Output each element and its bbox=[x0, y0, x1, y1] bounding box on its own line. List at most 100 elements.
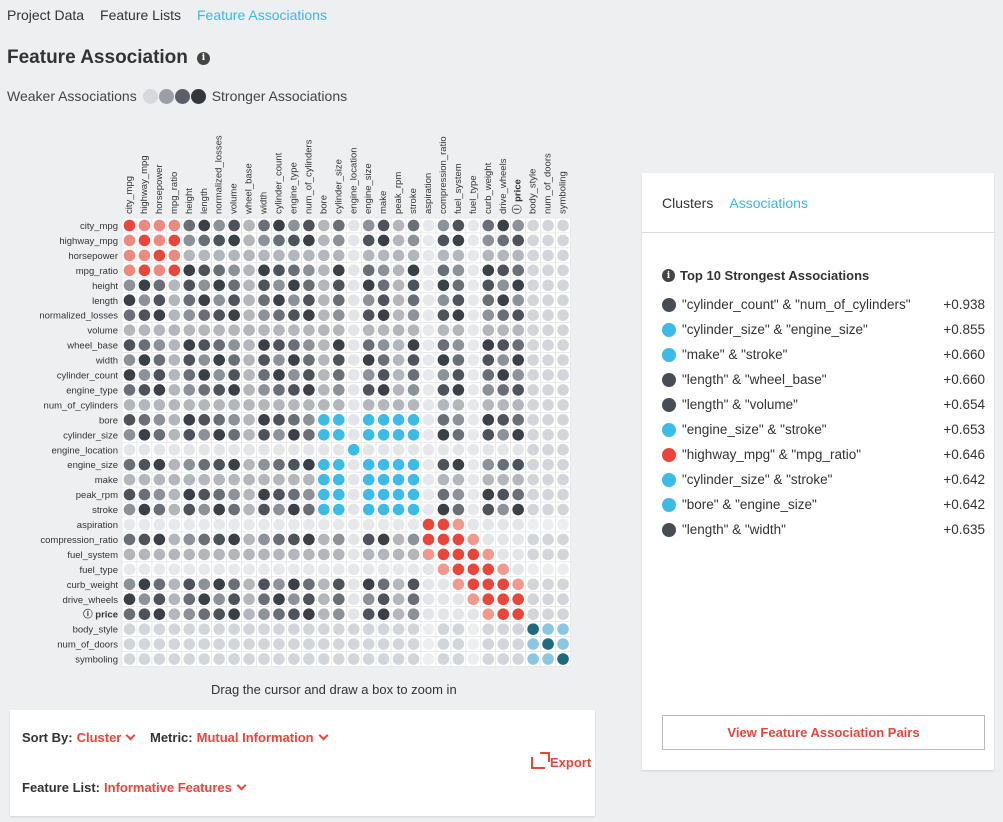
matrix-dot[interactable] bbox=[512, 623, 524, 635]
matrix-dot[interactable] bbox=[452, 443, 465, 456]
matrix-dot[interactable] bbox=[422, 234, 435, 247]
matrix-dot[interactable] bbox=[303, 503, 315, 516]
matrix-dot[interactable] bbox=[228, 414, 240, 426]
matrix-dot[interactable] bbox=[512, 488, 524, 501]
matrix-dot[interactable] bbox=[213, 399, 225, 411]
matrix-dot[interactable] bbox=[138, 473, 151, 486]
matrix-dot[interactable] bbox=[153, 443, 166, 456]
matrix-dot[interactable] bbox=[392, 399, 405, 411]
matrix-dot[interactable] bbox=[153, 324, 166, 336]
chevron-down-icon[interactable] bbox=[318, 730, 329, 741]
matrix-dot[interactable] bbox=[437, 219, 450, 232]
matrix-dot[interactable] bbox=[557, 443, 569, 456]
matrix-dot[interactable] bbox=[452, 339, 465, 351]
matrix-dot[interactable] bbox=[228, 488, 240, 501]
matrix-dot[interactable] bbox=[482, 249, 495, 262]
matrix-dot[interactable] bbox=[198, 518, 211, 531]
matrix-dot[interactable] bbox=[273, 608, 285, 620]
matrix-dot[interactable] bbox=[407, 638, 420, 650]
matrix-dot[interactable] bbox=[303, 608, 315, 620]
matrix-dot[interactable] bbox=[198, 608, 211, 620]
matrix-dot[interactable] bbox=[392, 294, 405, 307]
matrix-dot[interactable] bbox=[557, 533, 569, 546]
matrix-dot[interactable] bbox=[213, 414, 225, 426]
matrix-dot[interactable] bbox=[347, 399, 360, 411]
matrix-dot[interactable] bbox=[452, 608, 465, 620]
matrix-dot[interactable] bbox=[153, 219, 166, 232]
matrix-dot[interactable] bbox=[153, 503, 166, 516]
matrix-dot[interactable] bbox=[303, 264, 315, 277]
matrix-dot[interactable] bbox=[213, 443, 225, 456]
feature-list-value[interactable]: Informative Features bbox=[104, 780, 232, 795]
matrix-dot[interactable] bbox=[347, 593, 360, 606]
matrix-dot[interactable] bbox=[183, 443, 196, 456]
matrix-dot[interactable] bbox=[153, 294, 166, 307]
matrix-dot[interactable] bbox=[258, 384, 270, 396]
matrix-dot[interactable] bbox=[527, 653, 539, 665]
matrix-dot[interactable] bbox=[422, 294, 435, 307]
matrix-dot[interactable] bbox=[153, 309, 166, 321]
matrix-dot[interactable] bbox=[422, 414, 435, 426]
matrix-dot[interactable] bbox=[422, 548, 435, 561]
matrix-dot[interactable] bbox=[482, 443, 495, 456]
matrix-dot[interactable] bbox=[362, 324, 375, 336]
matrix-dot[interactable] bbox=[198, 443, 211, 456]
matrix-dot[interactable] bbox=[243, 638, 255, 650]
matrix-dot[interactable] bbox=[347, 623, 360, 635]
matrix-dot[interactable] bbox=[542, 548, 554, 561]
matrix-dot[interactable] bbox=[437, 234, 450, 247]
matrix-dot[interactable] bbox=[407, 264, 420, 277]
matrix-dot[interactable] bbox=[213, 428, 225, 441]
matrix-dot[interactable] bbox=[377, 623, 390, 635]
matrix-dot[interactable] bbox=[183, 578, 196, 591]
matrix-dot[interactable] bbox=[452, 294, 465, 307]
matrix-dot[interactable] bbox=[392, 653, 405, 665]
matrix-dot[interactable] bbox=[243, 548, 255, 561]
matrix-dot[interactable] bbox=[422, 608, 435, 620]
matrix-dot[interactable] bbox=[482, 354, 495, 366]
matrix-dot[interactable] bbox=[527, 428, 539, 441]
matrix-dot[interactable] bbox=[318, 369, 330, 381]
matrix-dot[interactable] bbox=[422, 309, 435, 321]
matrix-dot[interactable] bbox=[183, 219, 196, 232]
matrix-dot[interactable] bbox=[347, 219, 360, 232]
matrix-dot[interactable] bbox=[392, 608, 405, 620]
matrix-dot[interactable] bbox=[347, 653, 360, 665]
matrix-dot[interactable] bbox=[557, 458, 569, 471]
matrix-dot[interactable] bbox=[497, 354, 510, 366]
matrix-dot[interactable] bbox=[497, 234, 510, 247]
matrix-dot[interactable] bbox=[437, 443, 450, 456]
matrix-dot[interactable] bbox=[542, 623, 554, 635]
matrix-dot[interactable] bbox=[482, 294, 495, 307]
matrix-dot[interactable] bbox=[153, 264, 166, 277]
matrix-dot[interactable] bbox=[228, 369, 240, 381]
matrix-dot[interactable] bbox=[407, 443, 420, 456]
matrix-dot[interactable] bbox=[377, 443, 390, 456]
matrix-dot[interactable] bbox=[512, 414, 524, 426]
matrix-dot[interactable] bbox=[422, 399, 435, 411]
matrix-dot[interactable] bbox=[288, 533, 300, 546]
matrix-dot[interactable] bbox=[332, 488, 345, 501]
matrix-dot[interactable] bbox=[318, 384, 330, 396]
matrix-dot[interactable] bbox=[497, 384, 510, 396]
matrix-dot[interactable] bbox=[347, 548, 360, 561]
matrix-dot[interactable] bbox=[228, 294, 240, 307]
matrix-dot[interactable] bbox=[407, 399, 420, 411]
matrix-dot[interactable] bbox=[273, 473, 285, 486]
matrix-dot[interactable] bbox=[243, 653, 255, 665]
matrix-dot[interactable] bbox=[273, 548, 285, 561]
matrix-dot[interactable] bbox=[318, 488, 330, 501]
matrix-dot[interactable] bbox=[482, 533, 495, 546]
matrix-dot[interactable] bbox=[467, 548, 480, 561]
matrix-dot[interactable] bbox=[318, 638, 330, 650]
matrix-dot[interactable] bbox=[288, 458, 300, 471]
matrix-dot[interactable] bbox=[318, 503, 330, 516]
matrix-dot[interactable] bbox=[138, 443, 151, 456]
matrix-dot[interactable] bbox=[362, 354, 375, 366]
matrix-dot[interactable] bbox=[527, 384, 539, 396]
matrix-dot[interactable] bbox=[303, 593, 315, 606]
matrix-dot[interactable] bbox=[288, 428, 300, 441]
matrix-dot[interactable] bbox=[303, 339, 315, 351]
matrix-dot[interactable] bbox=[467, 428, 480, 441]
matrix-dot[interactable] bbox=[332, 249, 345, 262]
